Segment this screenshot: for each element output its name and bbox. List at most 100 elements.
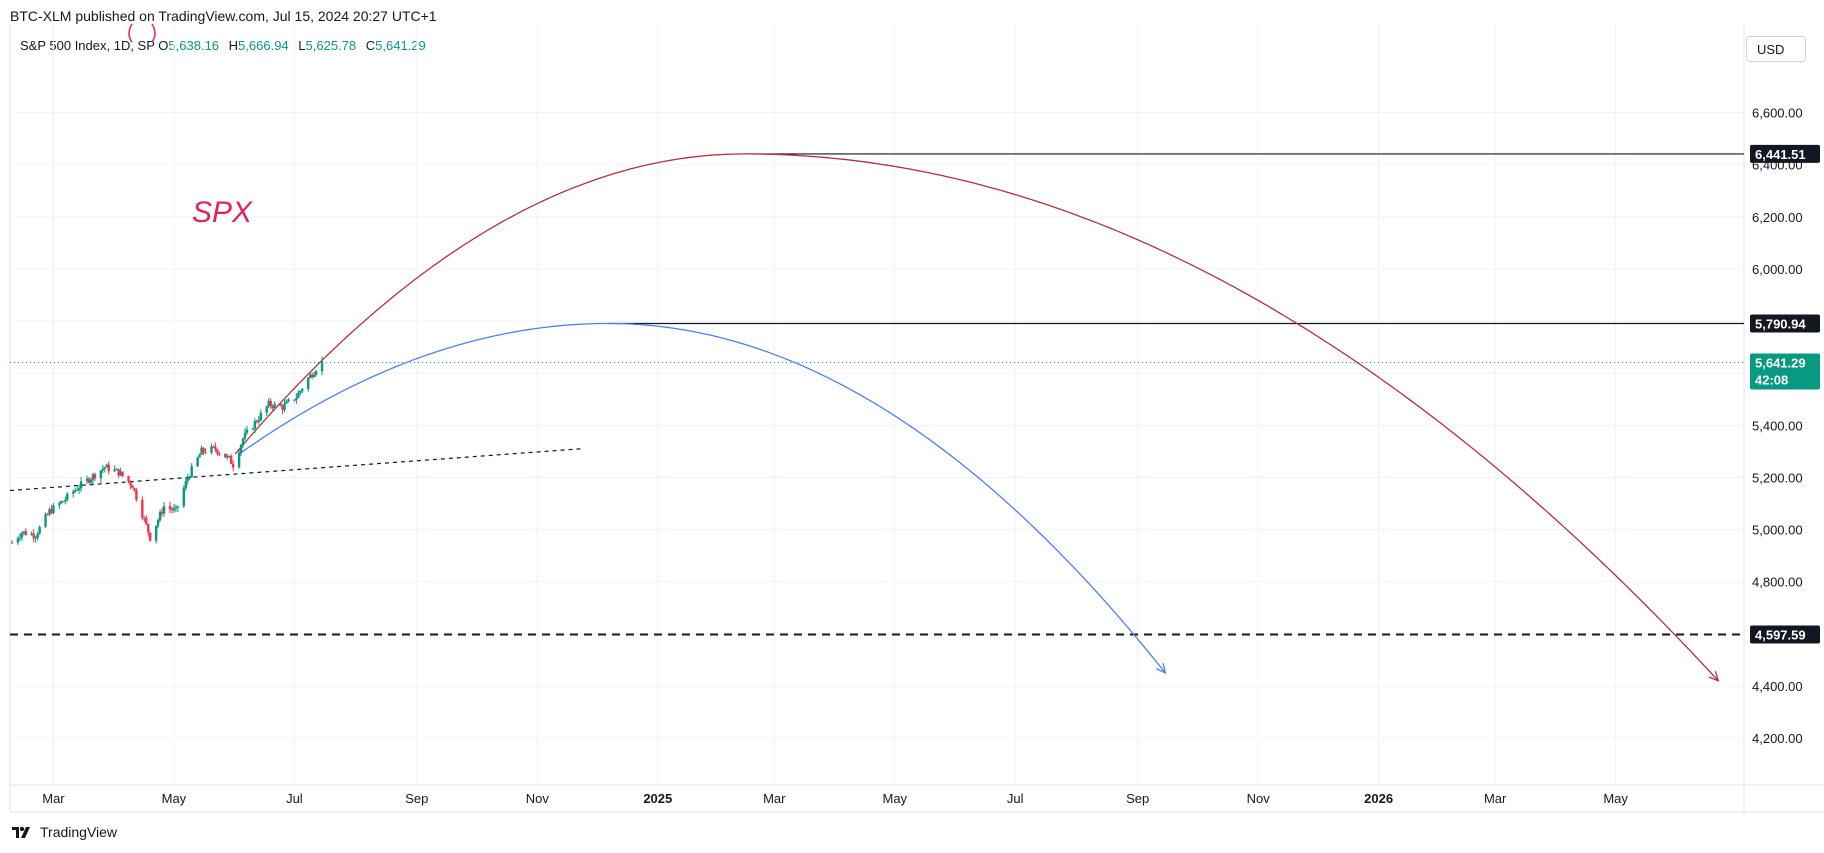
candle-down	[10, 542, 14, 544]
candle-up	[101, 468, 105, 471]
chart-drawings	[9, 153, 1744, 682]
candle-up	[237, 452, 241, 468]
candle-down	[133, 488, 136, 491]
candle-down	[170, 509, 174, 511]
price-badge	[1750, 314, 1820, 333]
candle-down	[24, 531, 27, 536]
candle-up	[312, 374, 316, 378]
candle-up	[16, 538, 20, 543]
candle-down	[310, 374, 314, 378]
candle-down	[231, 463, 235, 468]
y-tick-label: 4,800.00	[1752, 575, 1803, 590]
close-value: 5,641.29	[375, 38, 426, 53]
candle-up	[320, 361, 324, 372]
candle-up	[226, 455, 229, 458]
candle-down	[269, 400, 272, 407]
candle-down	[293, 399, 296, 401]
candle-up	[186, 477, 189, 482]
candle-down	[127, 476, 130, 482]
candle-down	[216, 449, 219, 454]
y-tick-label: 4,200.00	[1752, 731, 1803, 746]
x-tick-label: May	[1603, 791, 1628, 806]
candle-up	[64, 499, 67, 502]
candle-up	[243, 432, 247, 439]
price-badge	[1750, 625, 1820, 644]
y-tick-label: 5,000.00	[1752, 523, 1803, 538]
candle-up	[103, 467, 106, 469]
candle-up	[52, 505, 55, 514]
y-tick-label: 5,200.00	[1752, 470, 1803, 485]
x-tick-label: Mar	[763, 791, 786, 806]
candle-up	[241, 438, 245, 445]
candle-up	[20, 532, 24, 538]
candle-up	[44, 514, 47, 527]
candle-up	[308, 374, 312, 378]
candle-up	[89, 479, 93, 483]
candle-up	[119, 471, 122, 476]
x-tick-label: Mar	[1484, 791, 1507, 806]
candle-up	[91, 474, 95, 480]
candle-up	[273, 403, 276, 409]
chart-grid	[9, 24, 1824, 813]
candle-up	[71, 491, 75, 494]
candle-down	[135, 490, 138, 500]
x-tick-label: May	[162, 791, 187, 806]
y-tick-label: 6,600.00	[1752, 106, 1803, 121]
mark-left	[128, 23, 133, 43]
x-tick-label: 2025	[643, 791, 672, 806]
candle-up	[85, 478, 89, 482]
candle-up	[154, 525, 158, 541]
candle-up	[299, 390, 302, 393]
candle-down	[168, 506, 172, 510]
candle-down	[46, 514, 49, 516]
candle-up	[18, 537, 22, 539]
y-tick-label: 6,200.00	[1752, 210, 1803, 225]
candle-up	[58, 503, 61, 506]
candle-up	[267, 400, 270, 407]
trendline-dashed	[9, 448, 581, 492]
x-tick-label: May	[882, 791, 907, 806]
candle-down	[131, 485, 134, 489]
candle-down	[224, 453, 227, 458]
x-tick-label: Sep	[1126, 791, 1149, 806]
candle-up	[283, 403, 286, 410]
candle-up	[73, 490, 77, 492]
candle-up	[210, 446, 213, 453]
bar-countdown: 42:08	[1755, 372, 1788, 387]
candle-down	[143, 517, 146, 519]
candle-up	[239, 444, 243, 453]
candle-up	[75, 489, 79, 491]
candle-up	[113, 469, 116, 472]
candle-down	[160, 511, 164, 514]
candle-down	[149, 532, 152, 541]
candle-up	[297, 392, 300, 398]
candle-up	[66, 493, 69, 500]
tradingview-brand: TradingView	[40, 824, 118, 840]
candle-down	[271, 406, 274, 409]
candle-up	[38, 526, 41, 534]
open-value: 5,638.16	[168, 38, 220, 53]
x-tick-label: 2026	[1364, 791, 1393, 806]
candle-up	[301, 389, 304, 391]
candle-up	[60, 501, 63, 504]
time-axis[interactable]: Mar May Jul Sep Nov 2025 Mar May Jul Sep Nov 2026 Ma…	[42, 791, 1628, 806]
x-tick-label: Nov	[1247, 791, 1271, 806]
price-badge	[1750, 144, 1820, 163]
candle-down	[145, 517, 148, 524]
currency-button[interactable]: USD	[1746, 36, 1806, 62]
candle-up	[257, 420, 261, 422]
candle-down	[62, 501, 65, 503]
price-badges: 6,441.51 5,790.94 4,597.59 5,641.29 42:08	[1750, 144, 1820, 644]
price-axis[interactable]: 4,200.00 4,400.00 4,800.00 5,000.00 5,200.00…	[1752, 106, 1803, 746]
candle-up	[198, 454, 201, 458]
candle-up	[314, 371, 318, 375]
mark-right	[151, 23, 156, 43]
candle-up	[79, 481, 83, 489]
tradingview-footer: TradingView	[12, 824, 117, 840]
candle-up	[190, 466, 193, 478]
candle-down	[204, 451, 207, 453]
candle-down	[214, 446, 217, 450]
candle-up	[30, 533, 33, 536]
last-price-badge	[1750, 353, 1820, 390]
